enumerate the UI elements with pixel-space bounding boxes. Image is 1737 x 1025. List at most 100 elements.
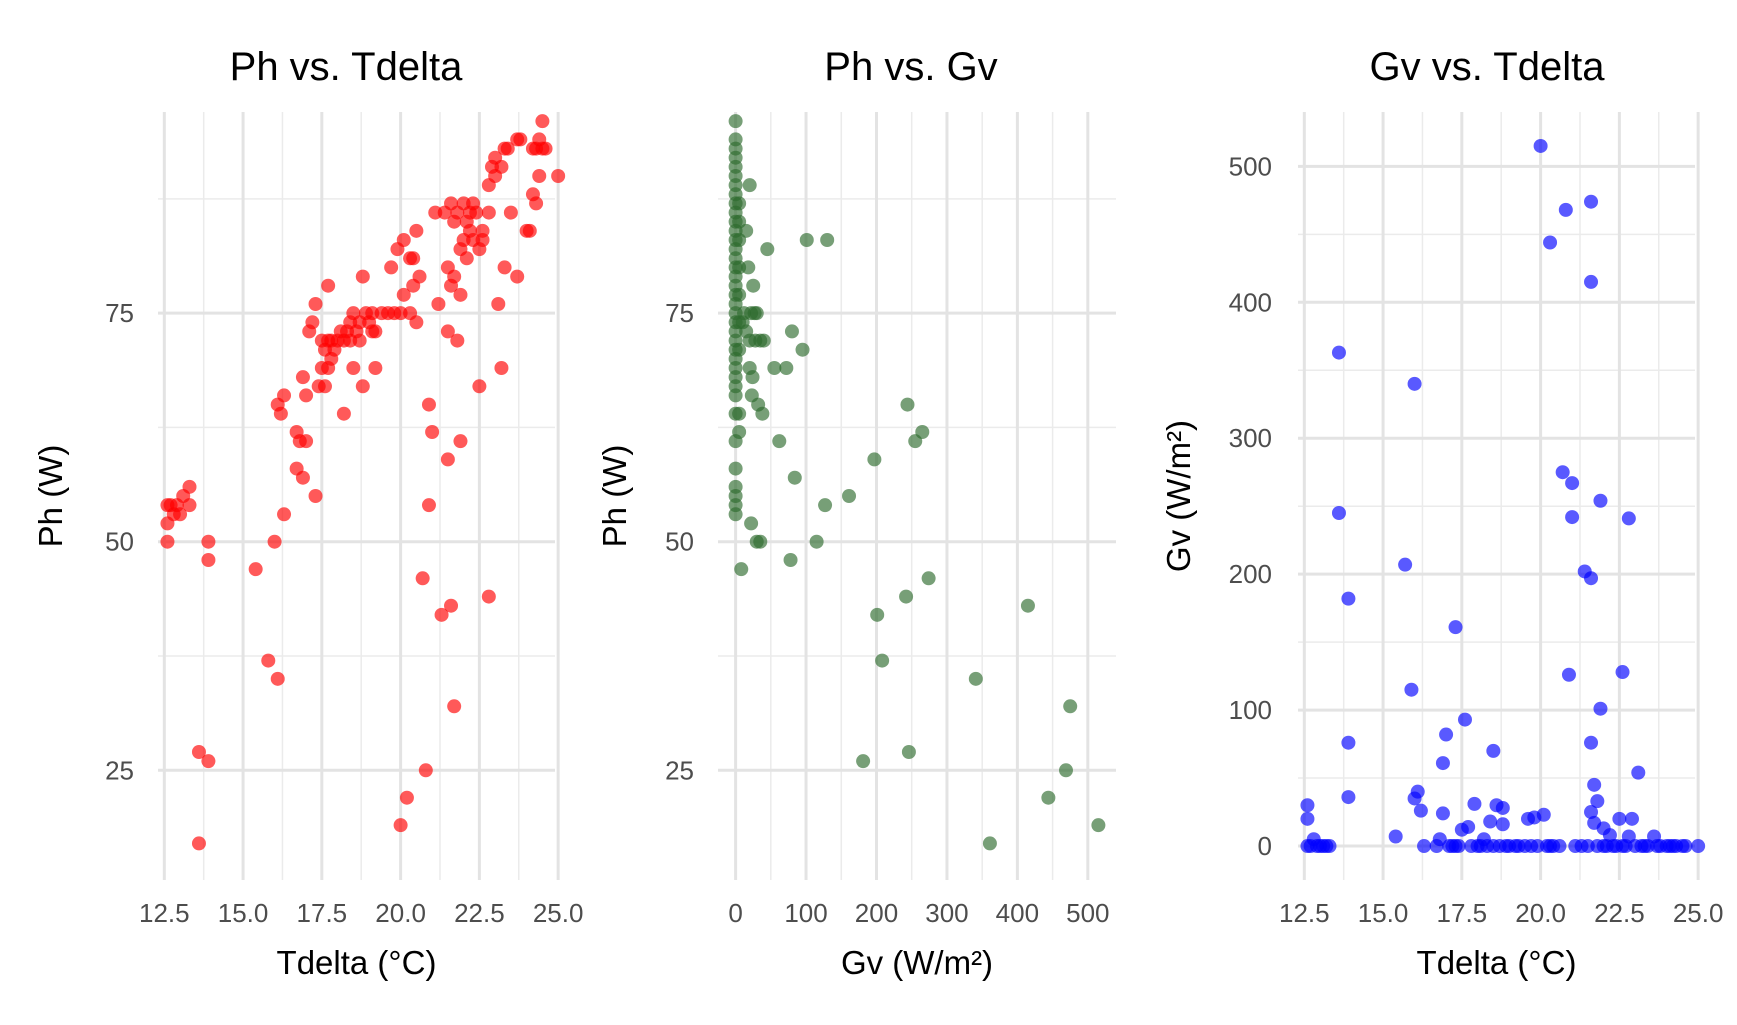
data-point: [355, 379, 370, 394]
data-point: [1407, 376, 1422, 391]
data-point: [440, 324, 455, 339]
data-point: [434, 607, 449, 622]
data-point: [396, 233, 411, 247]
x-tick-label: 12.5: [139, 898, 190, 928]
data-point: [160, 534, 175, 549]
data-point: [368, 324, 383, 339]
chart-title: Ph vs. Tdelta: [230, 45, 463, 89]
data-point: [732, 287, 747, 302]
data-point: [1331, 505, 1346, 520]
data-point: [444, 598, 459, 613]
x-tick-label: 0: [728, 898, 742, 928]
data-point: [732, 406, 747, 421]
data-point: [732, 425, 747, 439]
data-point: [1543, 235, 1558, 250]
data-point: [513, 132, 528, 147]
x-tick-label: 25.0: [533, 898, 584, 928]
x-axis-label: Tdelta (°C): [1417, 944, 1577, 981]
data-point: [481, 589, 496, 604]
data-point: [500, 141, 515, 156]
data-point: [856, 754, 871, 769]
data-point: [1584, 735, 1599, 750]
x-tick-label: 400: [996, 898, 1039, 928]
data-point: [409, 315, 424, 330]
data-point: [755, 406, 770, 421]
data-point: [1624, 811, 1639, 826]
y-tick-label: 500: [1229, 151, 1272, 181]
data-point: [317, 379, 332, 394]
data-point: [551, 169, 566, 183]
data-point: [535, 114, 550, 129]
data-point: [1533, 138, 1548, 153]
data-point: [745, 370, 760, 385]
data-point: [529, 196, 544, 211]
data-point: [409, 223, 424, 238]
data-point: [875, 653, 890, 668]
x-tick-label: 200: [855, 898, 898, 928]
data-point: [1341, 735, 1356, 750]
data-point: [453, 434, 468, 449]
data-point: [491, 297, 506, 311]
data-point: [1565, 510, 1580, 525]
data-point: [440, 452, 455, 467]
data-point: [1621, 511, 1636, 526]
data-point: [1341, 790, 1356, 805]
data-point: [191, 745, 206, 759]
y-tick-label: 200: [1229, 559, 1272, 589]
data-point: [421, 397, 436, 412]
data-point: [277, 507, 292, 522]
y-axis-label: Gv (W/m²): [1160, 420, 1197, 572]
data-point: [1058, 763, 1073, 778]
y-axis-label: Ph (W): [32, 445, 69, 548]
data-point: [336, 406, 351, 421]
data-point: [809, 534, 824, 549]
data-point: [450, 333, 465, 348]
y-tick-label: 25: [665, 755, 694, 785]
data-point: [1448, 620, 1463, 635]
data-point: [1398, 557, 1413, 572]
data-point: [267, 534, 282, 549]
data-point: [1404, 682, 1419, 697]
y-axis-label: Ph (W): [596, 445, 633, 548]
data-point: [1435, 756, 1450, 771]
data-point: [295, 470, 310, 485]
data-point: [1300, 798, 1315, 813]
data-point: [739, 223, 754, 238]
data-point: [425, 425, 440, 439]
data-point: [481, 205, 496, 220]
data-point: [820, 233, 835, 247]
data-point: [1602, 828, 1617, 843]
data-point: [1612, 811, 1627, 826]
data-point: [842, 489, 857, 503]
data-point: [1483, 814, 1498, 829]
data-point: [870, 607, 885, 622]
data-point: [201, 553, 216, 567]
x-tick-label: 12.5: [1279, 898, 1330, 928]
data-point: [901, 745, 916, 759]
data-point: [915, 425, 930, 439]
data-point: [784, 324, 799, 339]
data-point: [1584, 571, 1599, 586]
data-point: [305, 315, 320, 330]
data-point: [779, 361, 794, 375]
data-point: [900, 397, 915, 412]
data-point: [503, 205, 518, 220]
y-tick-label: 0: [1258, 831, 1272, 861]
data-point: [1584, 194, 1599, 209]
data-point: [1678, 839, 1693, 854]
x-tick-label: 500: [1066, 898, 1109, 928]
data-point: [1417, 839, 1432, 854]
data-point: [1300, 811, 1315, 826]
data-point: [1631, 765, 1646, 780]
x-tick-label: 17.5: [297, 898, 348, 928]
data-point: [1091, 818, 1106, 833]
data-point: [799, 233, 814, 247]
data-point: [1457, 712, 1472, 727]
data-point: [475, 223, 490, 238]
data-point: [1584, 805, 1599, 820]
data-point: [399, 790, 414, 805]
data-point: [1341, 591, 1356, 606]
data-point: [1388, 829, 1403, 844]
data-point: [415, 571, 430, 586]
